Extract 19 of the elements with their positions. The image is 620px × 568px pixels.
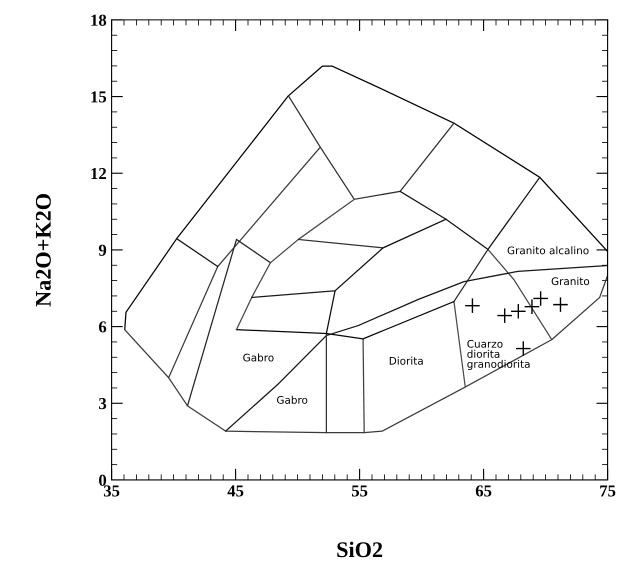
y-tick-label: 0 xyxy=(99,474,106,486)
y-tick-label: 15 xyxy=(91,91,106,103)
y-tick-label: 3 xyxy=(99,398,106,410)
y-axis-title: Na2O+K2O xyxy=(36,194,51,306)
y-tick-label: 18 xyxy=(91,14,106,26)
x-tick-label: 75 xyxy=(600,485,616,497)
annotation: Granito xyxy=(552,277,590,286)
annotation: Diorita xyxy=(390,356,423,365)
x-tick-label: 45 xyxy=(227,485,244,497)
annotation: Gabro xyxy=(276,396,308,404)
annotation: Gabro xyxy=(243,353,274,362)
x-tick-label: 55 xyxy=(352,485,368,497)
x-tick-label: 65 xyxy=(476,485,492,497)
y-tick-label: 12 xyxy=(91,168,106,180)
x-tick-label: 35 xyxy=(104,485,120,497)
y-tick-label: 9 xyxy=(98,244,106,256)
annotation: Granito alcalino xyxy=(508,246,589,254)
x-axis-title: SiO2 xyxy=(337,542,382,558)
y-tick-label: 6 xyxy=(98,321,106,333)
